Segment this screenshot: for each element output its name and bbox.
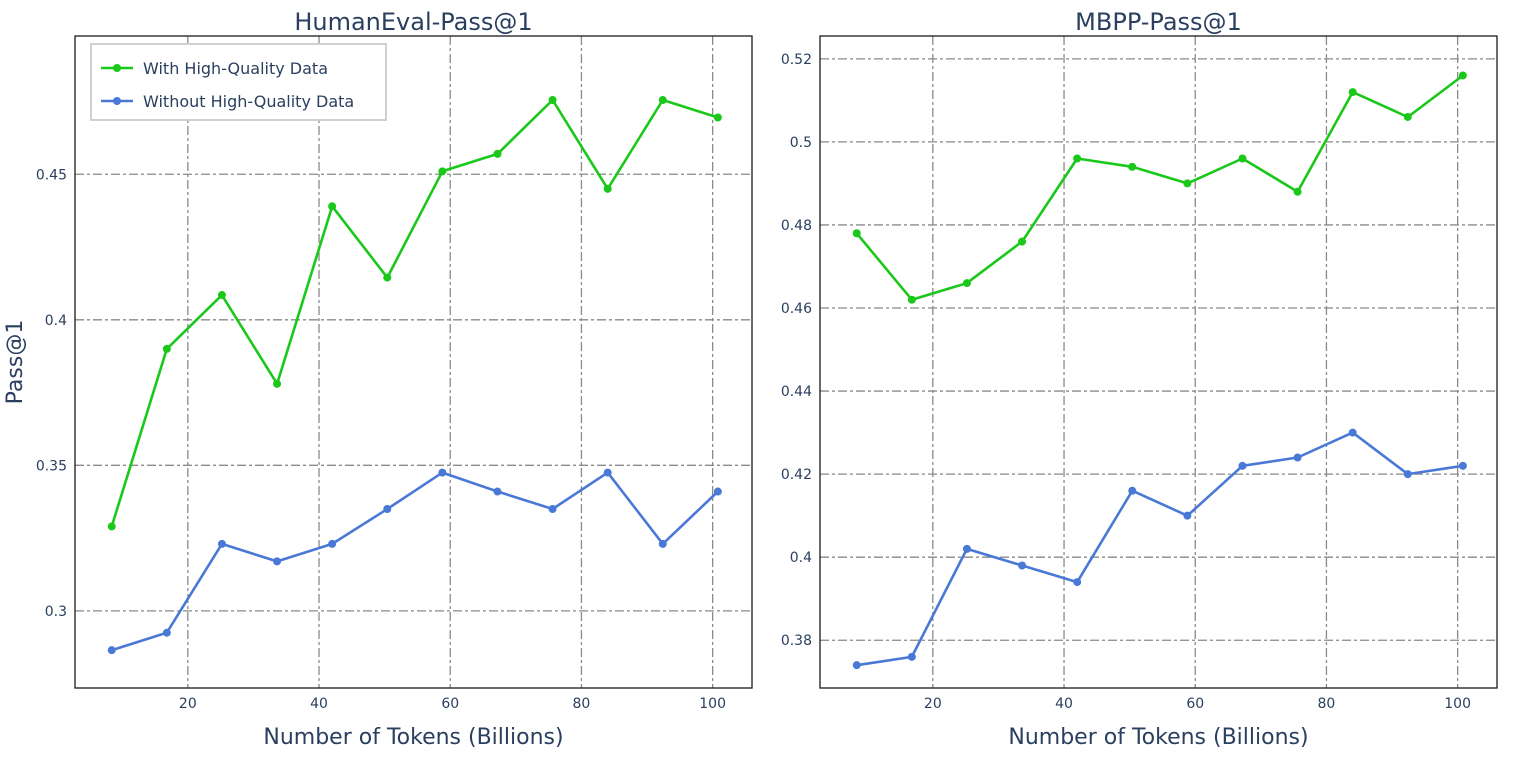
data-point <box>603 184 612 193</box>
data-point <box>658 96 667 105</box>
data-point <box>548 96 557 105</box>
y-tick-label: 0.4 <box>790 550 812 566</box>
data-point <box>1073 154 1082 163</box>
legend-label: Without High-Quality Data <box>143 92 354 111</box>
y-tick-label: 0.38 <box>781 633 812 649</box>
chart1-series-0 <box>852 71 1467 304</box>
series-line <box>855 74 1464 302</box>
series-line <box>856 431 1464 667</box>
data-point <box>273 379 282 388</box>
data-point <box>1018 561 1027 570</box>
data-point <box>1128 162 1137 171</box>
chart1-grid <box>820 36 1497 688</box>
series-line <box>111 471 719 652</box>
y-tick-label: 0.45 <box>36 167 67 183</box>
chart0-y-axis-title: Pass@1 <box>3 320 28 405</box>
data-point <box>383 273 392 282</box>
data-point <box>1238 461 1247 470</box>
x-tick-label: 20 <box>179 696 197 712</box>
data-point <box>217 539 226 548</box>
y-tick-label: 0.4 <box>45 313 67 329</box>
data-point <box>1403 112 1412 121</box>
chart1-title: MBPP-Pass@1 <box>1075 8 1242 36</box>
y-tick-label: 0.5 <box>790 135 812 151</box>
data-point <box>962 544 971 553</box>
y-tick-label: 0.52 <box>781 52 812 68</box>
x-tick-label: 40 <box>1055 696 1073 712</box>
data-point <box>107 522 116 531</box>
y-tick-label: 0.35 <box>36 458 67 474</box>
data-point <box>1018 237 1027 246</box>
x-tick-label: 100 <box>1444 696 1471 712</box>
data-point <box>1183 511 1192 520</box>
data-point <box>603 468 612 477</box>
legend-box <box>90 43 387 121</box>
x-tick-label: 100 <box>699 696 726 712</box>
data-point <box>438 167 447 176</box>
y-tick-label: 0.42 <box>781 467 812 483</box>
data-point <box>1183 179 1192 188</box>
chart1-plot-frame <box>819 35 1498 689</box>
data-point <box>328 539 337 548</box>
data-point <box>1458 461 1467 470</box>
mbpp-chart: 20 40 60 80 100 0.38 0.4 0.42 0.44 0.46 0.48 0.5 0.5… <box>781 8 1498 750</box>
chart0-grid <box>75 36 752 688</box>
data-point <box>162 344 171 353</box>
humaneval-chart: 20 40 60 80 100 0.3 0.35 0.4 0.45 HumanEval-Pass@… <box>3 8 753 750</box>
data-point <box>852 229 861 238</box>
data-point <box>162 628 171 637</box>
legend-label: With High-Quality Data <box>143 59 328 78</box>
data-point <box>328 202 337 211</box>
chart0-series-0 <box>107 96 722 531</box>
data-point <box>1073 578 1082 587</box>
legend-swatch-marker <box>113 64 121 72</box>
series-line <box>110 98 719 527</box>
data-point <box>1403 470 1412 479</box>
data-point <box>1128 486 1137 495</box>
x-tick-label: 60 <box>441 696 459 712</box>
data-point <box>493 149 502 158</box>
data-point <box>962 279 971 288</box>
data-point <box>1348 88 1357 97</box>
x-tick-label: 80 <box>573 696 591 712</box>
data-point <box>493 487 502 496</box>
data-point <box>217 291 226 300</box>
data-point <box>852 661 861 670</box>
x-tick-label: 80 <box>1318 696 1336 712</box>
x-tick-label: 40 <box>310 696 328 712</box>
data-point <box>548 504 557 513</box>
data-point <box>907 652 916 661</box>
data-point <box>1458 71 1467 80</box>
data-point <box>383 504 392 513</box>
chart1-series-1 <box>852 428 1467 670</box>
x-tick-label: 60 <box>1186 696 1204 712</box>
chart0-legend: With High-Quality Data Without High-Quali… <box>90 43 387 121</box>
data-point <box>107 646 116 655</box>
chart0-x-axis-title: Number of Tokens (Billions) <box>263 725 563 750</box>
y-tick-label: 0.44 <box>781 384 812 400</box>
y-tick-label: 0.46 <box>781 301 812 317</box>
chart0-plot-frame <box>74 35 753 689</box>
data-point <box>713 487 722 496</box>
data-point <box>1238 154 1247 163</box>
data-point <box>1293 187 1302 196</box>
y-tick-label: 0.48 <box>781 218 812 234</box>
data-point <box>907 295 916 304</box>
data-point <box>1293 453 1302 462</box>
data-point <box>1348 428 1357 437</box>
chart0-series-1 <box>107 468 722 655</box>
x-tick-label: 20 <box>924 696 942 712</box>
data-point <box>713 113 722 122</box>
y-tick-label: 0.3 <box>45 604 67 620</box>
data-point <box>658 539 667 548</box>
chart0-title: HumanEval-Pass@1 <box>294 8 532 36</box>
data-point <box>273 557 282 566</box>
chart1-x-axis-title: Number of Tokens (Billions) <box>1008 725 1308 750</box>
legend-swatch-marker <box>113 97 121 105</box>
data-point <box>438 468 447 477</box>
